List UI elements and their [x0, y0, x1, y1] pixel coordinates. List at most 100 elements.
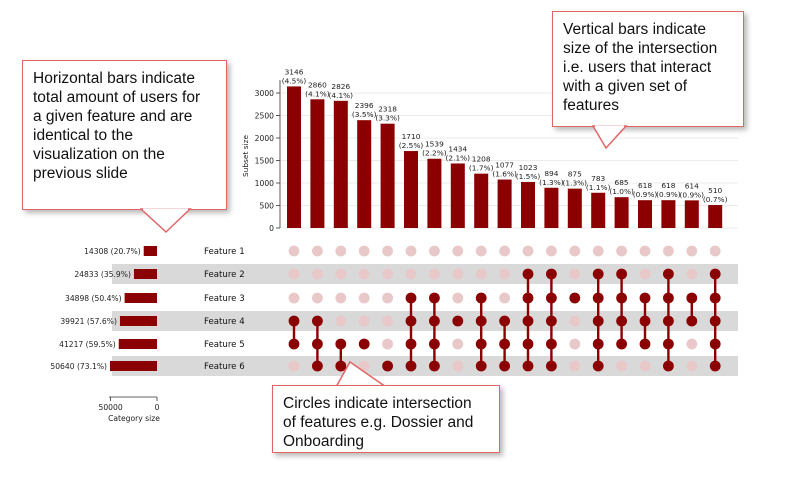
matrix-dot-active	[592, 338, 604, 350]
intersection-bar	[614, 197, 629, 228]
matrix-dot-active	[709, 338, 721, 350]
feature-name-label: Feature 1	[204, 247, 245, 257]
callout-pointer-horizontal-bars	[140, 208, 192, 234]
matrix-dot-inactive	[382, 245, 393, 257]
matrix-dot-active	[709, 315, 721, 327]
bar-value-label: 1539	[425, 140, 444, 149]
intersection-bar	[544, 187, 559, 228]
matrix-dot-active	[592, 360, 604, 372]
matrix-dot-inactive	[358, 315, 370, 327]
category-size-label: 41217 (59.5%)	[59, 340, 116, 349]
matrix-dot-active	[616, 268, 627, 280]
category-bar	[119, 316, 157, 326]
intersection-bar	[521, 181, 535, 228]
callout-line: with a given set of	[563, 78, 688, 95]
matrix-dot-inactive	[429, 245, 440, 257]
matrix-dot-inactive	[686, 245, 698, 257]
matrix-dot-inactive	[405, 245, 417, 257]
matrix-dot-active	[616, 338, 627, 350]
matrix-dot-active	[405, 338, 417, 350]
matrix-dot-inactive	[288, 360, 300, 372]
row-shade	[112, 264, 738, 284]
matrix-dot-active	[663, 315, 674, 327]
matrix-dot-inactive	[639, 360, 651, 372]
category-bar	[124, 293, 157, 303]
matrix-dot-inactive	[288, 292, 300, 304]
matrix-dot-inactive	[686, 268, 698, 280]
bar-percent-label: (1.3%)	[563, 179, 588, 188]
callout-horizontal-bars: Horizontal bars indicate total amount of…	[22, 60, 227, 210]
y-tick-label: 2500	[255, 112, 274, 121]
callout-line: Horizontal bars indicate	[33, 70, 195, 87]
matrix-dot-active	[639, 292, 651, 304]
callout-line: identical to the	[33, 127, 133, 144]
bar-value-label: 783	[591, 174, 605, 183]
matrix-dot-inactive	[616, 360, 627, 372]
row-shade	[112, 311, 738, 331]
matrix-dot-inactive	[639, 268, 651, 280]
matrix-dot-inactive	[686, 338, 698, 350]
category-tick-label: 0	[155, 403, 160, 412]
matrix-dot-active	[686, 315, 698, 327]
matrix-dot-active	[546, 338, 557, 350]
bar-percent-label: (1.5%)	[516, 172, 541, 181]
bar-value-label: 2318	[378, 105, 397, 114]
bar-percent-label: (1.1%)	[586, 183, 611, 192]
bar-value-label: 1434	[448, 144, 467, 153]
callout-pointer-vertical-bars	[592, 125, 628, 150]
bar-percent-label: (0.9%)	[656, 190, 681, 199]
bar-percent-label: (4.1%)	[329, 91, 354, 100]
matrix-dot-inactive	[499, 245, 510, 257]
matrix-dot-active	[429, 360, 440, 372]
bar-value-label: 875	[568, 170, 582, 179]
bar-value-label: 894	[544, 169, 558, 178]
matrix-dot-active	[709, 268, 721, 280]
intersection-bar	[404, 151, 418, 228]
matrix-dot-inactive	[709, 245, 721, 257]
matrix-dot-active	[546, 315, 557, 327]
category-size-label: 14308 (20.7%)	[84, 247, 141, 256]
bar-value-label: 618	[661, 181, 675, 190]
matrix-dot-active	[429, 338, 440, 350]
category-tick-label: 50000	[99, 403, 123, 412]
matrix-dot-active	[429, 315, 440, 327]
matrix-dot-active	[312, 360, 323, 372]
bar-value-label: 3146	[285, 67, 304, 76]
intersection-bar	[310, 99, 325, 228]
matrix-dot-active	[358, 338, 370, 350]
category-bar	[110, 361, 157, 371]
category-size-label: 50640 (73.1%)	[50, 362, 107, 371]
matrix-dot-inactive	[475, 245, 487, 257]
matrix-dot-active	[663, 360, 674, 372]
matrix-dot-inactive	[335, 268, 347, 280]
intersection-bar	[427, 158, 442, 228]
matrix-dot-active	[663, 292, 674, 304]
feature-name-label: Feature 3	[204, 294, 245, 304]
matrix-dot-active	[639, 338, 651, 350]
matrix-dot-active	[639, 315, 651, 327]
matrix-dot-active	[335, 360, 347, 372]
matrix-dot-active	[475, 338, 487, 350]
matrix-dot-inactive	[452, 292, 464, 304]
callout-line: a given feature and are	[33, 108, 193, 125]
callout-line: Circles indicate intersection	[283, 395, 472, 412]
bar-percent-label: (1.0%)	[609, 187, 634, 196]
y-tick-label: 3000	[255, 89, 274, 98]
matrix-dot-inactive	[335, 245, 347, 257]
bar-value-label: 2826	[331, 82, 350, 91]
callout-line: size of the intersection	[563, 40, 718, 57]
matrix-dot-active	[288, 315, 300, 327]
matrix-dot-inactive	[499, 268, 510, 280]
callout-vertical-bars: Vertical bars indicate size of the inter…	[552, 11, 744, 127]
matrix-dot-inactive	[452, 338, 464, 350]
bar-percent-label: (1.3%)	[539, 178, 564, 187]
matrix-dot-active	[616, 292, 627, 304]
matrix-dot-active	[405, 360, 417, 372]
callout-line: Onboarding	[283, 433, 365, 450]
matrix-dot-inactive	[288, 245, 300, 257]
bar-percent-label: (4.5%)	[282, 76, 307, 85]
matrix-dot-inactive	[592, 245, 604, 257]
callout-line: i.e. users that interact	[563, 59, 712, 76]
bar-percent-label: (3.3%)	[375, 114, 400, 123]
matrix-dot-inactive	[335, 315, 347, 327]
